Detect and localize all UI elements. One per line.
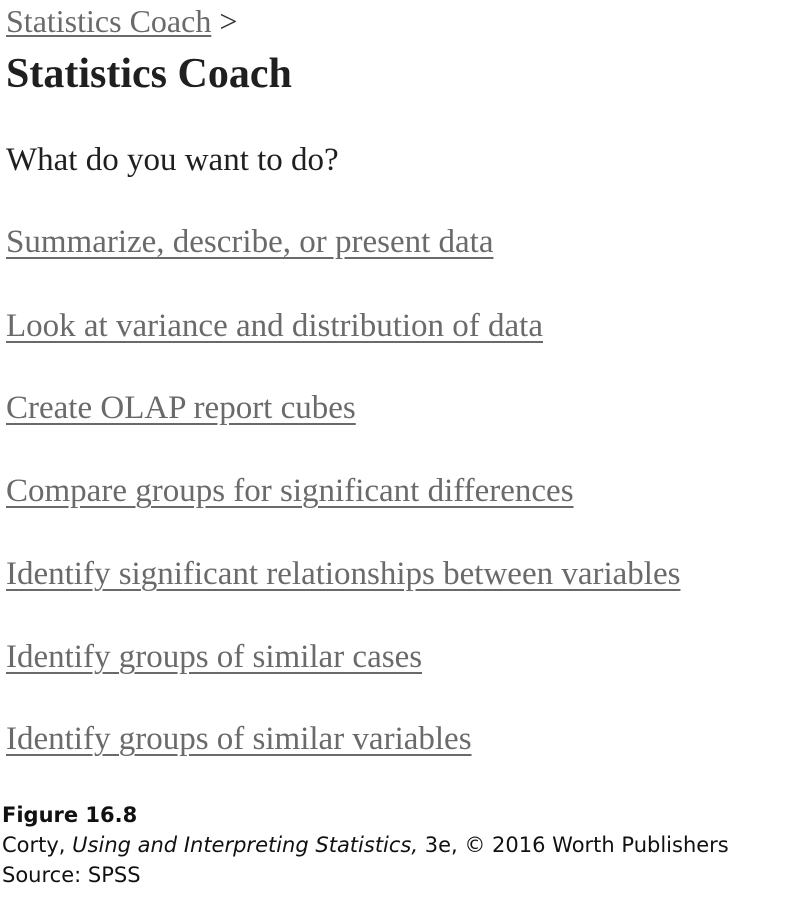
option-link-variance[interactable]: Look at variance and distribution of dat…	[6, 308, 543, 344]
list-item: Identify groups of similar cases	[6, 637, 422, 677]
list-item: Create OLAP report cubes	[6, 388, 356, 428]
breadcrumb-link-statistics-coach[interactable]: Statistics Coach	[6, 3, 212, 39]
breadcrumb-separator: >	[219, 3, 238, 39]
citation: Corty, Using and Interpreting Statistics…	[2, 830, 729, 860]
option-link-similar-variables[interactable]: Identify groups of similar variables	[6, 721, 472, 757]
list-item: Look at variance and distribution of dat…	[6, 306, 543, 346]
breadcrumb: Statistics Coach >	[6, 2, 237, 40]
citation-publisher: 3e, © 2016 Worth Publishers	[424, 833, 729, 857]
figure-caption: Figure 16.8 Corty, Using and Interpretin…	[2, 800, 729, 890]
option-link-similar-cases[interactable]: Identify groups of similar cases	[6, 639, 423, 675]
option-link-compare-groups[interactable]: Compare groups for significant differenc…	[6, 473, 574, 509]
list-item: Identify groups of similar variables	[6, 719, 472, 759]
list-item: Identify significant relationships betwe…	[6, 554, 680, 594]
option-link-summarize[interactable]: Summarize, describe, or present data	[6, 224, 494, 260]
source-note: Source: SPSS	[2, 863, 141, 887]
citation-author: Corty,	[2, 833, 66, 857]
prompt-question: What do you want to do?	[6, 142, 339, 178]
list-item: Summarize, describe, or present data	[6, 222, 493, 262]
list-item: Compare groups for significant differenc…	[6, 471, 574, 511]
page-title: Statistics Coach	[6, 51, 292, 97]
option-link-olap-cubes[interactable]: Create OLAP report cubes	[6, 390, 356, 426]
citation-book-title: Using and Interpreting Statistics,	[72, 833, 419, 857]
option-link-relationships[interactable]: Identify significant relationships betwe…	[6, 556, 681, 592]
figure-number: Figure 16.8	[2, 803, 138, 827]
